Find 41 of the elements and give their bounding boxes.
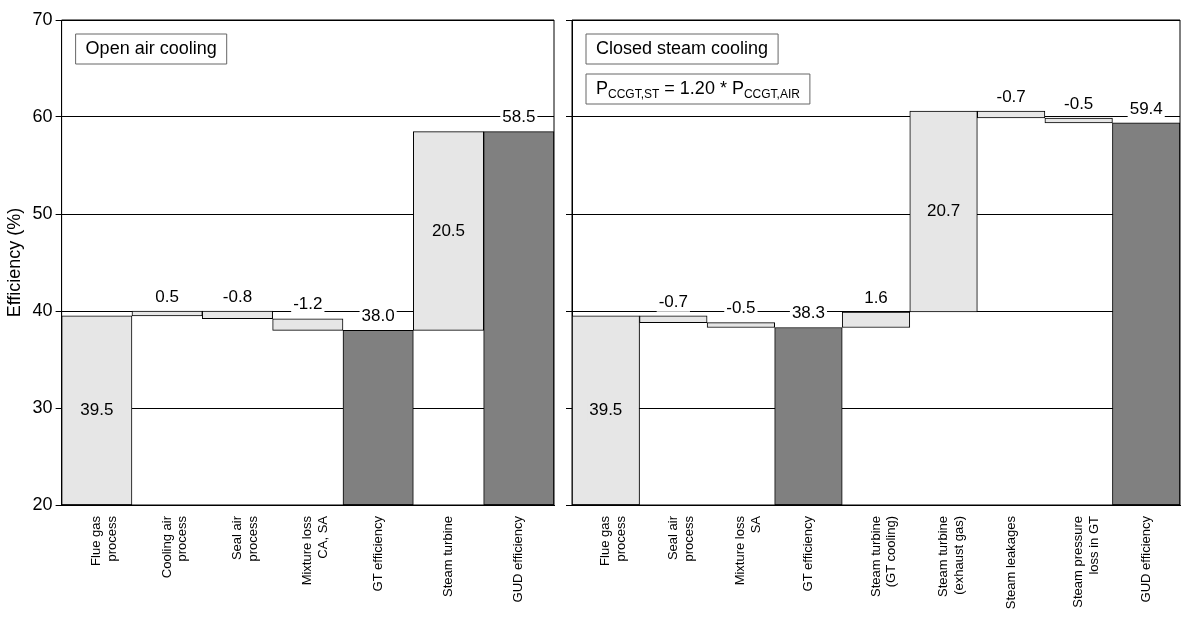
x-tick-label: Steam turbine (GT cooling) <box>867 516 899 597</box>
data-label: -1.2 <box>293 294 323 314</box>
data-label: 1.6 <box>864 287 888 307</box>
data-label: 20.5 <box>431 220 466 240</box>
data-label: 39.5 <box>589 400 623 420</box>
x-tick-label: Steam turbine (exhaust gas) <box>935 516 966 597</box>
y-tick-label: 70 <box>32 8 53 29</box>
data-label: -0.7 <box>996 86 1026 106</box>
y-tick-label: 60 <box>32 105 53 126</box>
data-label: 59.4 <box>1129 98 1163 118</box>
annotation: Closed steam cooling <box>596 37 769 58</box>
x-tick-label: Seal air process <box>229 515 260 562</box>
x-tick-label: Steam leakages <box>1002 515 1018 610</box>
x-tick-label: Mixture loss SA <box>732 515 764 586</box>
data-label: 0.5 <box>155 286 179 306</box>
x-tick-label: Flue gas process <box>597 515 628 566</box>
x-tick-label: Mixture loss CA, SA <box>299 515 330 586</box>
x-tick-label: Steam turbine <box>440 516 456 597</box>
y-tick-label: 20 <box>32 493 53 514</box>
x-tick-label: GUD efficiency <box>1137 515 1153 603</box>
x-tick-label: Steam pressure loss in GT <box>1070 515 1101 608</box>
x-tick-label: Seal air process <box>664 515 696 562</box>
data-label: 20.7 <box>927 201 961 221</box>
data-label: -0.5 <box>726 298 756 318</box>
x-tick-label: GT efficiency <box>369 515 385 592</box>
data-label: -0.7 <box>658 291 688 311</box>
y-tick-label: 50 <box>32 202 53 223</box>
data-label: 38.3 <box>791 303 825 323</box>
data-label: 38.0 <box>361 306 395 326</box>
data-label: 58.5 <box>502 107 536 127</box>
annotation: Open air cooling <box>85 37 217 58</box>
x-tick-label: GUD efficiency <box>510 515 526 603</box>
x-tick-label: Cooling air process <box>158 515 190 579</box>
x-tick-label: Flue gas process <box>88 515 119 566</box>
x-tick-label: GT efficiency <box>800 515 816 592</box>
y-tick-label: 40 <box>32 299 53 320</box>
data-label: -0.5 <box>1064 93 1094 113</box>
y-tick-label: 30 <box>32 396 53 417</box>
y-axis-title: Efficiency (%) <box>3 207 24 318</box>
data-label: -0.8 <box>222 286 253 306</box>
data-label: 39.5 <box>80 400 114 420</box>
